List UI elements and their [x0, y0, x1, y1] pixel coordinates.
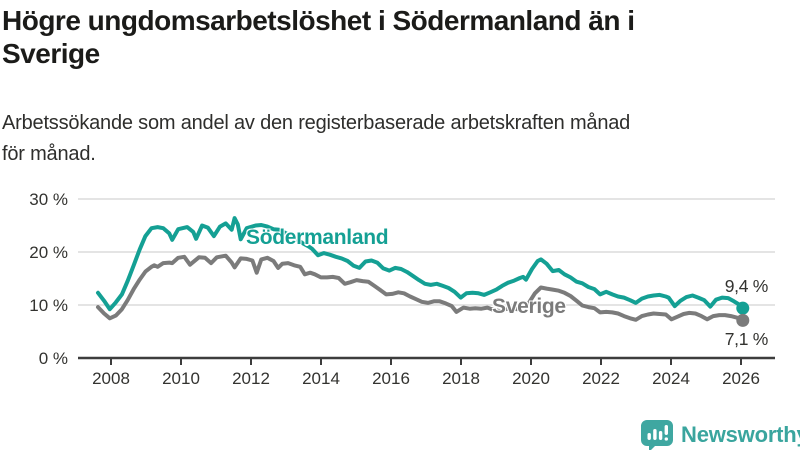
- newsworthy-logo: Newsworthy: [640, 419, 800, 450]
- x-axis-label: 2014: [302, 369, 340, 388]
- chart-subtitle: Arbetssökande som andel av den registerb…: [2, 112, 631, 165]
- series-label-sodermanland: Södermanland: [246, 226, 389, 249]
- x-axis-label: 2008: [92, 369, 130, 388]
- y-axis-label: 20 %: [29, 243, 68, 262]
- x-axis-label: 2012: [232, 369, 270, 388]
- end-value-sverige: 7,1 %: [724, 329, 769, 349]
- chart-title: Högre ungdomsarbetslöshet i Södermanland…: [2, 5, 635, 69]
- series-line-sverige: [96, 253, 745, 323]
- x-axis-label: 2018: [442, 369, 480, 388]
- series-label-sverige: Sverige: [492, 295, 566, 318]
- series-line-södermanland: [96, 216, 745, 312]
- newsworthy-bar-chart-bubble-icon: [641, 419, 673, 450]
- y-axis-label: 30 %: [29, 190, 68, 209]
- series-end-dot-sverige: [736, 313, 750, 327]
- y-axis-label: 0 %: [39, 349, 68, 368]
- newsworthy-wordmark: Newsworthy: [681, 422, 800, 447]
- y-axis-label: 10 %: [29, 296, 68, 315]
- x-axis-label: 2024: [652, 369, 690, 388]
- x-axis-label: 2010: [162, 369, 200, 388]
- x-axis-label: 2026: [722, 369, 760, 388]
- x-axis-label: 2016: [372, 369, 410, 388]
- end-value-sodermanland: 9,4 %: [724, 276, 769, 296]
- series-end-dot-södermanland: [736, 301, 750, 315]
- x-axis-label: 2022: [582, 369, 620, 388]
- x-axis-label: 2020: [512, 369, 550, 388]
